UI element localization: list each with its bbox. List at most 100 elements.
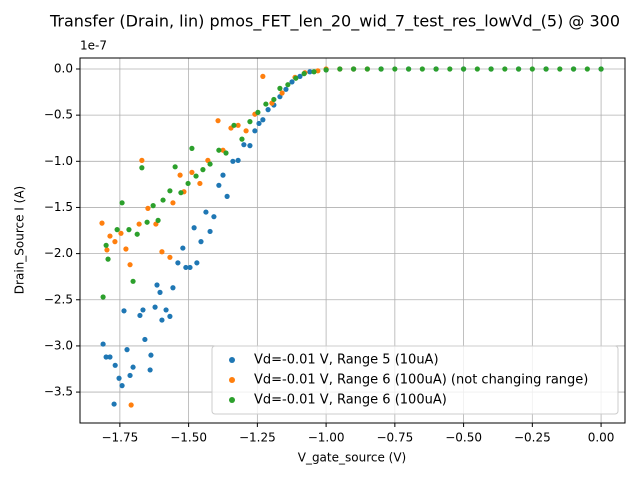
point	[392, 66, 398, 72]
point	[112, 239, 118, 245]
point	[200, 167, 206, 173]
x-tick-label: −1.00	[308, 431, 345, 445]
point	[194, 260, 200, 266]
point	[139, 165, 145, 171]
x-tick-label: 0.00	[588, 431, 615, 445]
point	[119, 383, 125, 389]
point	[235, 157, 241, 163]
point	[598, 66, 604, 72]
point	[323, 67, 329, 73]
point	[152, 304, 158, 310]
point	[243, 128, 249, 134]
point	[337, 66, 343, 72]
point	[104, 247, 110, 253]
y-tick-label: 0.0	[54, 61, 73, 75]
point	[515, 66, 522, 72]
point	[118, 230, 124, 236]
point	[260, 117, 266, 123]
point	[433, 66, 439, 72]
point	[301, 71, 307, 77]
x-axis-label: V_gate_source (V)	[298, 451, 407, 465]
point	[460, 66, 467, 72]
legend: Vd=-0.01 V, Range 5 (10uA) Vd=-0.01 V, Ra…	[211, 345, 619, 415]
point	[584, 66, 590, 72]
x-tick-label: −1.50	[170, 431, 207, 445]
point	[247, 143, 253, 149]
point	[160, 197, 166, 203]
point	[502, 66, 508, 72]
point	[127, 372, 133, 379]
point	[103, 242, 109, 248]
point	[157, 289, 163, 295]
legend-label: Vd=-0.01 V, Range 6 (100uA)	[254, 393, 447, 408]
point	[183, 264, 189, 271]
x-tick-label: −1.75	[101, 431, 138, 445]
plot-frame	[79, 57, 626, 424]
point	[293, 75, 299, 81]
point	[289, 79, 295, 85]
point	[216, 182, 222, 188]
point	[364, 66, 370, 72]
point	[350, 66, 357, 72]
point	[137, 312, 143, 319]
point	[256, 120, 262, 127]
legend-marker	[229, 357, 235, 363]
point	[307, 69, 313, 75]
point	[378, 66, 384, 72]
point	[255, 109, 261, 115]
point	[265, 107, 271, 113]
point	[215, 118, 221, 124]
point	[175, 260, 181, 266]
point	[147, 367, 153, 373]
point	[148, 352, 154, 358]
point	[99, 220, 105, 226]
x-tick-label: −1.25	[239, 431, 276, 445]
point	[279, 90, 285, 96]
point	[111, 401, 117, 407]
point	[150, 203, 156, 209]
point	[167, 254, 173, 260]
chart-title: Transfer (Drain, lin) pmos_FET_len_20_wi…	[49, 12, 620, 32]
point	[220, 172, 226, 178]
x-tick-label: −0.25	[514, 431, 551, 445]
point	[239, 136, 245, 142]
point	[185, 180, 191, 187]
legend-marker	[229, 397, 235, 403]
point	[167, 188, 173, 194]
point	[271, 96, 277, 103]
point	[144, 219, 150, 225]
point	[570, 66, 577, 72]
point	[198, 239, 204, 245]
point	[119, 200, 125, 206]
point	[130, 364, 136, 370]
x-tick-label: −0.50	[445, 431, 482, 445]
y-tick-label: −3.5	[44, 385, 73, 399]
y-offset-label: 1e-7	[80, 39, 107, 53]
point	[136, 221, 142, 227]
point	[134, 231, 140, 237]
point	[231, 122, 237, 128]
y-tick-label: −3.0	[44, 338, 73, 352]
point	[170, 285, 176, 291]
point	[216, 147, 222, 153]
legend-label: Vd=-0.01 V, Range 5 (10uA)	[254, 353, 439, 368]
point	[543, 66, 549, 72]
point	[207, 161, 213, 167]
point	[105, 256, 111, 262]
point	[285, 82, 291, 88]
point	[311, 69, 317, 75]
point	[207, 228, 213, 235]
point	[235, 122, 241, 128]
y-tick-label: −1.0	[44, 154, 73, 168]
point	[126, 227, 132, 233]
y-tick-label: −2.0	[44, 246, 73, 260]
point	[283, 86, 289, 92]
y-tick-label: −0.5	[44, 108, 73, 122]
point	[419, 66, 425, 72]
point	[187, 264, 193, 271]
point	[180, 245, 186, 251]
point	[191, 225, 197, 231]
point	[100, 341, 106, 347]
y-axis-label: Drain_Source I (A)	[13, 186, 27, 294]
